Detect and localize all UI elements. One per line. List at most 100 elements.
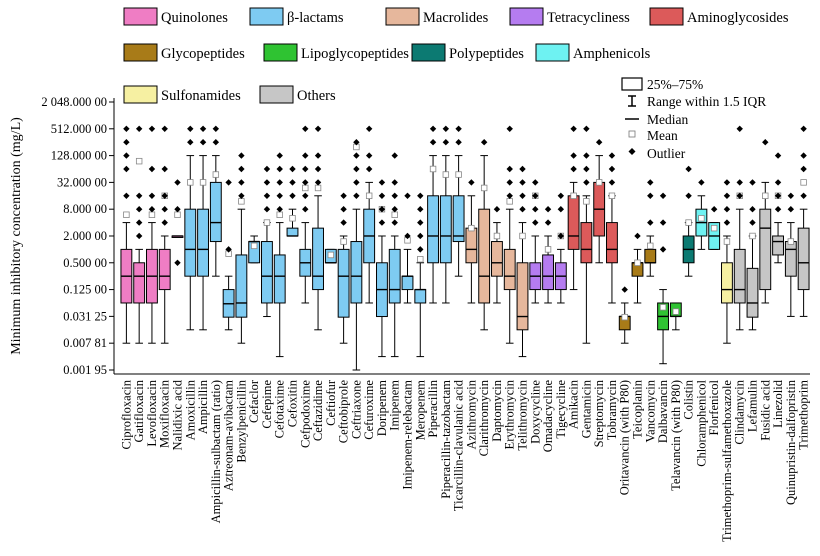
key-mean-symbol [628,130,636,138]
outlier-marker [263,179,271,186]
outlier-marker [762,138,769,146]
mean-marker [800,179,807,186]
category-label: Nalidixic acid [171,379,185,450]
legend-label: Quinolones [161,10,228,26]
box-telavancin-with-p80 [669,302,682,331]
outlier-marker [429,138,437,146]
category-label: Daptomycin [490,379,504,442]
y-tick-label: 0.007 81 [63,336,107,350]
mean-marker [340,238,347,245]
outlier-marker [289,192,296,199]
outlier-marker [187,125,194,132]
box-cefpodoxime [299,125,312,304]
category-label: Streptomycin [592,379,606,447]
box-telithromycin [516,165,529,358]
key-label-box: 25%–75% [647,77,703,92]
box-moxifloxacin [158,125,171,344]
legend-swatch [535,43,570,62]
outlier-marker [123,125,130,132]
outlier-marker [736,125,743,132]
outlier-marker [314,179,322,186]
outlier-marker [148,125,156,132]
mean-marker [672,308,680,315]
outlier-marker [340,205,347,213]
outlier-marker [225,246,232,253]
mean-marker [238,198,245,205]
legend-item-lactams: β-lactams [249,7,344,26]
outlier-marker [238,165,245,173]
category-label: Ticarcillin-clavulanic acid [452,379,466,511]
outlier-marker [404,232,411,240]
outlier-marker [135,232,143,240]
outlier-marker [787,192,795,199]
outlier-marker [659,192,667,199]
outlier-marker [391,205,398,213]
outlier-marker [174,179,181,186]
outlier-marker [774,179,782,186]
box-doxycycline [529,179,542,304]
box-cefaclor [248,235,261,264]
outlier-marker [800,165,807,173]
box-omadacycline [542,205,554,304]
box-trimethoprim-sulfamethoxazole [721,179,733,344]
category-label: Vancomycin [643,379,657,442]
outlier-marker [135,125,143,132]
outlier-marker [787,205,795,213]
outlier-marker [493,205,501,213]
outlier-marker [123,138,130,146]
outlier-marker [659,219,667,226]
box-ampicillin-sulbactam-ratio [209,125,222,277]
iqr-box [772,235,784,256]
box-imipenem [388,152,401,358]
mean-marker [417,256,424,263]
mean-marker [519,232,526,240]
outlier-marker [647,179,654,186]
category-label: Cefpodoxime [298,380,312,448]
category-label: Cefoxitin [286,379,300,427]
box-ciprofloxacin [120,125,133,344]
iqr-box [312,227,324,291]
box-erythromycin [503,125,516,344]
category-label: Cefotaxime [273,380,287,439]
box-nalidixic-acid [171,179,184,266]
category-label: Gatifloxacin [132,379,146,442]
mean-marker [442,171,450,178]
outlier-marker [417,219,424,226]
outlier-marker [238,192,245,199]
mean-marker [263,219,271,226]
outlier-marker [685,165,692,173]
box-trimethoprim [797,125,810,317]
outlier-marker [723,205,731,213]
legend-swatch [123,85,158,104]
outlier-marker [148,192,156,199]
outlier-marker [417,232,424,240]
outlier-marker [123,192,130,199]
mean-marker [429,165,437,173]
outlier-marker [749,219,756,226]
outlier-marker [238,152,245,159]
plot-area [120,125,810,371]
legend-item-macrolides: Macrolides [385,7,489,26]
outlier-marker [148,205,156,213]
category-label: Imipenem-relebactam [401,380,415,490]
box-teicoplanin [631,232,644,304]
category-label: Florfenicol [707,379,721,435]
outlier-marker [161,219,168,226]
mean-marker [148,211,156,218]
mean-marker [749,232,756,240]
outlier-marker [187,138,194,146]
y-tick-label: 32.000 00 [57,175,107,189]
category-label: Tobramycin [605,379,619,440]
box-florfenicol [708,205,721,250]
outlier-marker [800,152,807,159]
outlier-marker [557,232,565,240]
box-piperacillin-tazobactam [439,125,452,304]
category-label: Levofloxacin [145,379,159,446]
legend-label: Sulfonamides [161,88,241,104]
outlier-marker [557,192,565,199]
outlier-marker [353,165,360,173]
outlier-marker [417,192,424,199]
outlier-marker [238,179,245,186]
outlier-marker [123,165,130,173]
outlier-marker [276,205,283,213]
